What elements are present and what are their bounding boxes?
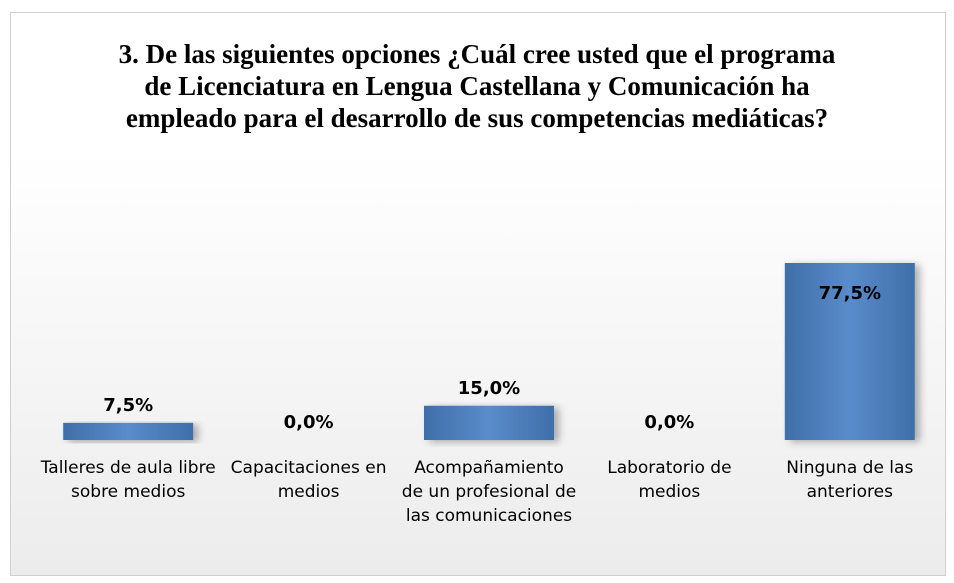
data-label: 0,0% (644, 412, 695, 433)
x-tick-label: Acompañamiento de un profesional de las … (401, 458, 577, 526)
x-tick-label: Laboratorio de medios (607, 458, 732, 502)
data-label: 15,0% (457, 377, 521, 399)
data-label: 77,5% (818, 283, 882, 304)
chart-title: 3. De las siguientes opciones ¿Cuál cree… (118, 39, 836, 133)
x-tick-label: Talleres de aula libre sobre medios (40, 458, 216, 502)
x-tick-label: Ninguna de las anteriores (786, 458, 914, 502)
data-label: 0,0% (283, 412, 334, 433)
data-label: 7,5% (103, 394, 154, 416)
bar (63, 422, 194, 440)
bar (784, 263, 915, 440)
bar (424, 405, 554, 440)
x-tick-label: Capacitaciones en medios (230, 458, 387, 502)
